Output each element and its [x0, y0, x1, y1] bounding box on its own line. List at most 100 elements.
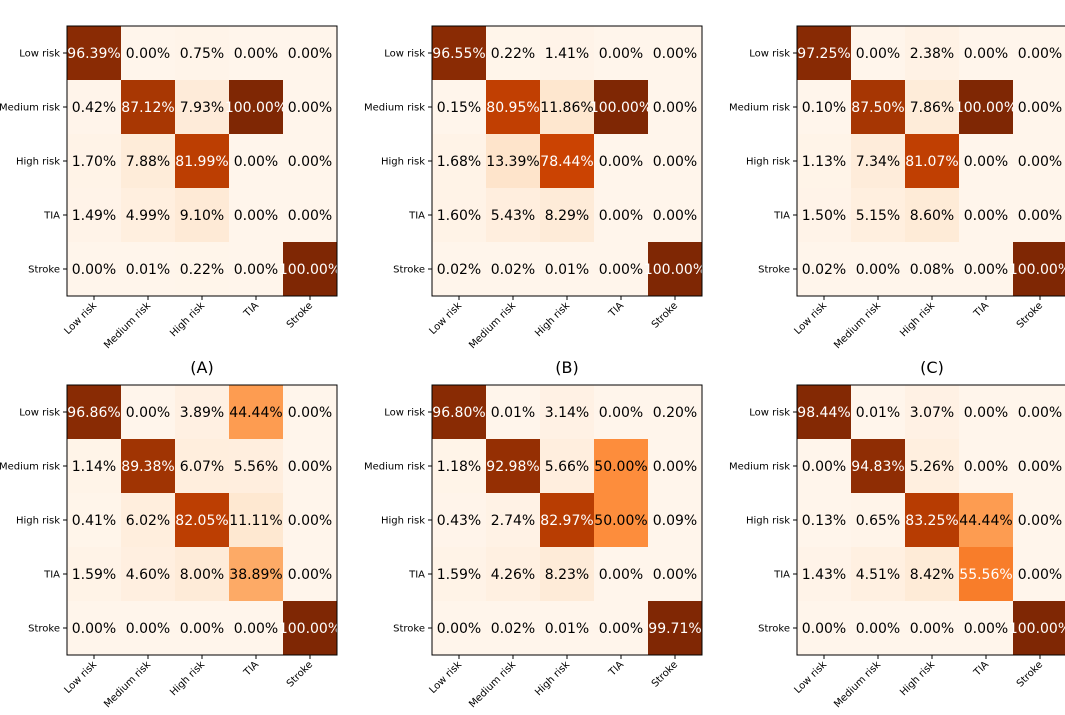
cell-value-label: 87.12%: [121, 100, 174, 116]
heatmap-cell: [121, 188, 176, 243]
heatmap-cell: [905, 547, 960, 602]
cell-value-label: 96.86%: [67, 405, 120, 421]
heatmap-cell: [851, 493, 906, 548]
heatmap-cell: [594, 493, 649, 548]
heatmap-cell: [594, 26, 649, 81]
cell-value-label: 0.01%: [491, 405, 535, 421]
heatmap-cell: [67, 385, 122, 440]
heatmap-cell: [797, 547, 852, 602]
cell-value-label: 0.00%: [1018, 100, 1062, 116]
heatmap-cell: [797, 439, 852, 494]
heatmap-cell: [67, 493, 122, 548]
heatmap-cell: [486, 134, 541, 189]
heatmap-cell: [594, 547, 649, 602]
cell-value-label: 0.00%: [802, 459, 846, 475]
heatmap-cell: [905, 385, 960, 440]
cell-value-label: 0.00%: [288, 459, 332, 475]
heatmap-cell: [486, 385, 541, 440]
cell-value-label: 0.00%: [288, 567, 332, 583]
y-tick-label: High risk: [381, 516, 425, 527]
x-tick-label: TIA: [241, 659, 261, 679]
cell-value-label: 5.66%: [545, 459, 589, 475]
heatmap-cell: [851, 134, 906, 189]
cell-value-label: 83.25%: [905, 513, 958, 529]
heatmap-cell: [1013, 80, 1065, 135]
heatmap-cell: [432, 493, 487, 548]
y-tick-label: High risk: [746, 516, 790, 527]
cell-value-label: 0.75%: [180, 46, 224, 62]
heatmap-cell: [797, 26, 852, 81]
heatmap-cell: [283, 601, 338, 656]
cell-value-label: 0.08%: [910, 262, 954, 278]
x-tick-label: High risk: [898, 659, 937, 698]
heatmap-cell: [283, 242, 338, 297]
x-tick-label: Low risk: [63, 659, 100, 696]
cell-value-label: 44.44%: [959, 513, 1012, 529]
heatmap-cell: [432, 242, 487, 297]
heatmap-cell: [229, 80, 284, 135]
heatmap-cell: [1013, 547, 1065, 602]
heatmap-cell: [486, 80, 541, 135]
cell-value-label: 0.00%: [653, 100, 697, 116]
x-tick-label: Medium risk: [832, 659, 883, 710]
cell-value-label: 8.29%: [545, 208, 589, 224]
heatmap-cell: [283, 547, 338, 602]
cell-value-label: 81.99%: [175, 154, 228, 170]
cell-value-label: 7.86%: [910, 100, 954, 116]
cell-value-label: 5.15%: [856, 208, 900, 224]
heatmap-cell: [905, 80, 960, 135]
heatmap-cell: [594, 80, 649, 135]
cell-value-label: 0.02%: [491, 262, 535, 278]
cell-value-label: 0.00%: [1018, 513, 1062, 529]
cell-value-label: 4.99%: [126, 208, 170, 224]
heatmap-cell: [797, 80, 852, 135]
cell-value-label: 0.00%: [599, 567, 643, 583]
heatmap-cell: [540, 188, 595, 243]
cell-value-label: 4.26%: [491, 567, 535, 583]
heatmap-cell: [283, 134, 338, 189]
cell-value-label: 2.74%: [491, 513, 535, 529]
cell-value-label: 0.10%: [802, 100, 846, 116]
heatmap-cell: [283, 80, 338, 135]
heatmap-cell: [486, 242, 541, 297]
cell-value-label: 100.00%: [1009, 262, 1065, 278]
panel-label: (C): [920, 358, 944, 377]
cell-value-label: 4.60%: [126, 567, 170, 583]
x-tick-label: Medium risk: [832, 300, 883, 351]
y-tick-label: TIA: [773, 211, 790, 222]
y-tick-label: Stroke: [758, 624, 790, 635]
heatmap-cell: [175, 439, 230, 494]
heatmap-cell: [67, 188, 122, 243]
heatmap-cell: [432, 385, 487, 440]
heatmap-cell: [432, 547, 487, 602]
cell-value-label: 0.00%: [288, 100, 332, 116]
y-tick-label: Low risk: [19, 408, 60, 419]
heatmap-cell: [121, 439, 176, 494]
x-tick-label: High risk: [168, 300, 207, 339]
heatmap-cell: [229, 242, 284, 297]
cell-value-label: 11.11%: [229, 513, 282, 529]
heatmap-cell: [1013, 134, 1065, 189]
cell-value-label: 0.00%: [653, 567, 697, 583]
x-tick-label: TIA: [971, 300, 991, 320]
y-tick-label: Stroke: [28, 624, 60, 635]
cell-value-label: 0.02%: [802, 262, 846, 278]
heatmap-cell: [121, 26, 176, 81]
cell-value-label: 3.07%: [910, 405, 954, 421]
x-tick-label: Stroke: [650, 659, 680, 689]
heatmap-cell: [959, 242, 1014, 297]
cell-value-label: 96.80%: [432, 405, 485, 421]
y-tick-label: Low risk: [749, 408, 790, 419]
cell-value-label: 1.60%: [437, 208, 481, 224]
heatmap-cell: [959, 134, 1014, 189]
heatmap-cell: [648, 26, 703, 81]
heatmap-cell: [648, 188, 703, 243]
heatmap-cell: [851, 80, 906, 135]
heatmap-cell: [851, 547, 906, 602]
y-tick-label: High risk: [381, 157, 425, 168]
x-tick-label: Stroke: [285, 659, 315, 689]
x-tick-label: TIA: [241, 300, 261, 320]
x-tick-label: Low risk: [793, 659, 830, 696]
heatmap-panel-c: 97.25% 0.00% 2.38% 0.00% 0.00% 0.10% 87.50% 7.8…: [729, 25, 1065, 377]
heatmap-cell: [175, 188, 230, 243]
